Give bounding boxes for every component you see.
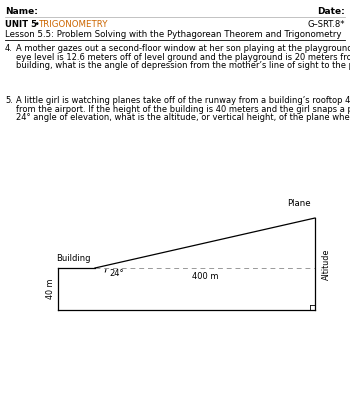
Text: building, what is the angle of depression from the mother’s line of sight to the: building, what is the angle of depressio… <box>16 61 350 70</box>
Text: •: • <box>32 20 42 29</box>
Text: 400 m: 400 m <box>192 272 218 281</box>
Text: 24°: 24° <box>109 269 124 278</box>
Text: from the airport. If the height of the building is 40 meters and the girl snaps : from the airport. If the height of the b… <box>16 105 350 113</box>
Text: Date:: Date: <box>317 7 345 16</box>
Text: Building: Building <box>56 254 91 263</box>
Text: 4.: 4. <box>5 44 13 53</box>
Text: 5.: 5. <box>5 96 13 105</box>
Text: A mother gazes out a second-floor window at her son playing at the playground. I: A mother gazes out a second-floor window… <box>16 44 350 53</box>
Text: 24° angle of elevation, what is the altitude, or vertical height, of the plane w: 24° angle of elevation, what is the alti… <box>16 113 350 122</box>
Text: 40 m: 40 m <box>46 279 55 299</box>
Text: Plane: Plane <box>287 199 311 208</box>
Text: Lesson 5.5: Problem Solving with the Pythagorean Theorem and Trigonometry: Lesson 5.5: Problem Solving with the Pyt… <box>5 30 342 39</box>
Text: TRIGONOMETRY: TRIGONOMETRY <box>39 20 108 29</box>
Text: A little girl is watching planes take off of the runway from a building’s roofto: A little girl is watching planes take of… <box>16 96 350 105</box>
Text: eye level is 12.6 meters off of level ground and the playground is 20 meters fro: eye level is 12.6 meters off of level gr… <box>16 53 350 62</box>
Text: G–SRT.8*: G–SRT.8* <box>308 20 345 29</box>
Text: Name:: Name: <box>5 7 38 16</box>
Text: Altitude: Altitude <box>322 248 331 280</box>
Text: UNIT 5: UNIT 5 <box>5 20 37 29</box>
